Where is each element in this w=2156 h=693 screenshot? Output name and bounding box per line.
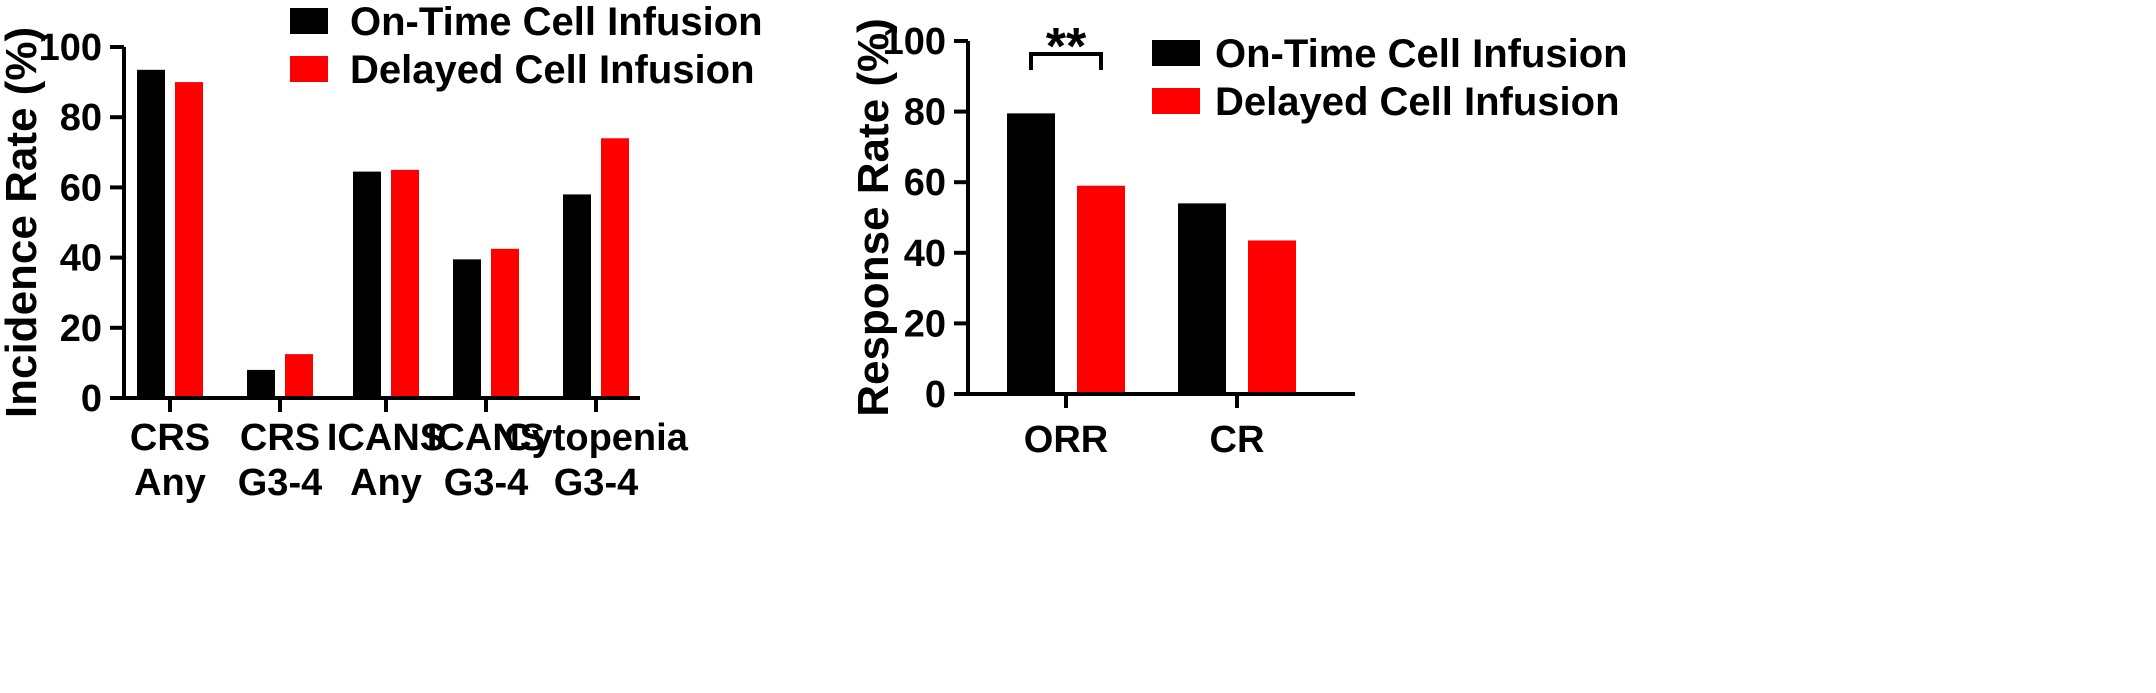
x-tick-label: CRS [130,417,210,459]
bar-delayed-0 [175,82,203,398]
legend-swatch-on-time [290,8,328,34]
x-tick-label: CR [1210,419,1265,461]
y-tick-label: 80 [904,92,946,134]
y-tick-label: 60 [904,162,946,204]
bar-delayed-2 [391,169,419,398]
bar-delayed-0 [1077,185,1125,394]
bar-on-time-0 [1007,113,1055,395]
x-tick-label: G3-4 [444,462,528,504]
y-tick-label: 0 [81,378,102,420]
y-axis-title: Incidence Rate (%) [0,27,46,418]
y-tick-label: 20 [904,303,946,345]
legend-swatch-on-time [1152,40,1200,66]
x-tick-label: G3-4 [238,462,322,504]
x-tick-label: Cytopenia [504,417,689,459]
bar-delayed-3 [491,248,519,398]
y-tick-label: 100 [883,21,946,63]
x-tick-label: Any [350,462,422,504]
y-tick-label: 100 [39,27,102,69]
significance-label: ** [1046,18,1087,76]
x-tick-label: CRS [240,417,320,459]
bar-delayed-1 [285,354,313,398]
bar-on-time-2 [353,171,381,398]
chart-incidence-rate: 020406080100CRSAnyCRSG3-4ICANSAnyICANSG3… [0,0,763,504]
bar-on-time-4 [563,194,591,398]
bar-delayed-1 [1248,240,1296,394]
bar-on-time-1 [247,369,275,398]
legend-label-on-time: On-Time Cell Infusion [350,0,763,44]
legend-swatch-delayed [290,56,328,82]
legend-label-on-time: On-Time Cell Infusion [1215,32,1628,76]
bar-on-time-3 [453,259,481,398]
legend-swatch-delayed [1152,88,1200,114]
x-tick-label: G3-4 [554,462,638,504]
chart-response-rate: 0 20 40 60 80 100 ORR CR Response Rate (%) On-Tim… [849,18,1628,461]
significance-bracket [1029,52,1103,70]
y-tick-label: 0 [925,374,946,416]
legend-label-delayed: Delayed Cell Infusion [350,48,755,92]
bar-on-time-1 [1178,203,1226,394]
x-tick-label: Any [134,462,206,504]
y-tick-label: 80 [60,97,102,139]
y-tick-label: 40 [60,238,102,280]
x-tick-label: ICANS [327,417,445,459]
y-axis-title: Response Rate (%) [849,18,898,417]
x-tick-label: ORR [1024,419,1108,461]
y-tick-label: 60 [60,167,102,209]
bar-delayed-4 [601,138,629,398]
y-tick-label: 40 [904,233,946,275]
y-tick-label: 20 [60,308,102,350]
legend-label-delayed: Delayed Cell Infusion [1215,80,1620,124]
x-tick-label: ICANS [427,417,545,459]
bar-on-time-0 [137,69,165,398]
